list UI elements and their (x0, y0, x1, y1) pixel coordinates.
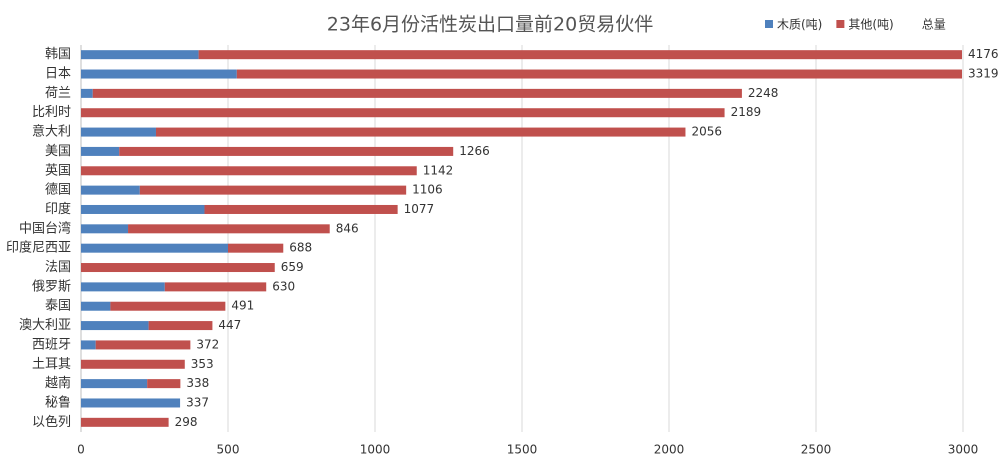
legend-label: 其他(吨) (848, 18, 893, 32)
bar-segment (81, 340, 96, 350)
bar-segment (81, 282, 165, 292)
bar-segment (81, 243, 228, 253)
data-label: 337 (186, 395, 209, 409)
bar-segment (236, 69, 962, 79)
y-tick-label: 美国 (45, 144, 71, 159)
data-label: 688 (289, 241, 312, 255)
data-label: 1266 (459, 144, 490, 158)
bar-segment (81, 301, 111, 311)
x-tick-label: 1500 (507, 443, 538, 457)
bar-segment (81, 108, 725, 118)
y-tick-label: 法国 (45, 260, 71, 275)
data-label: 491 (231, 299, 254, 313)
y-tick-label: 土耳其 (32, 357, 71, 372)
bar-segment (81, 204, 205, 214)
legend-label: 总量 (922, 18, 946, 32)
x-tick-label: 0 (77, 443, 85, 457)
bar-segment (81, 359, 185, 369)
data-label: 4176 (968, 47, 999, 61)
bar-segment (81, 88, 93, 98)
y-tick-label: 印度 (45, 201, 71, 217)
data-label: 338 (186, 376, 209, 390)
data-label: 2189 (731, 105, 762, 119)
data-label: 2248 (748, 86, 779, 100)
bar-segment (81, 166, 417, 176)
x-tick-label: 500 (217, 443, 240, 457)
bar-segment (81, 127, 156, 137)
bar-segment (204, 204, 398, 214)
bar-segment (110, 301, 226, 311)
x-tick-label: 2000 (654, 443, 685, 457)
y-tick-label: 荷兰 (45, 86, 71, 101)
bar-segment (147, 379, 181, 389)
bar-segment (81, 263, 275, 273)
data-label: 3319 (968, 67, 999, 81)
bar-segment (228, 243, 284, 253)
legend-swatch (836, 20, 845, 28)
y-tick-label: 英国 (45, 163, 71, 178)
y-tick-label: 越南 (45, 375, 71, 391)
y-tick-label: 韩国 (45, 47, 71, 62)
bar-segment (92, 88, 742, 98)
data-label: 846 (336, 221, 359, 235)
bar-segment (81, 398, 181, 408)
chart-title: 23年6月份活性炭出口量前20贸易伙伴 (327, 14, 653, 36)
bar-segment (119, 146, 454, 156)
bar-segment (128, 224, 330, 234)
data-label: 298 (175, 415, 198, 429)
y-tick-label: 意大利 (32, 124, 71, 140)
legend-swatch (765, 20, 773, 28)
bar-segment (81, 321, 149, 331)
data-label: 659 (281, 260, 304, 274)
x-tick-label: 2500 (801, 443, 832, 457)
bar-segment (81, 185, 140, 195)
data-label: 1077 (404, 202, 435, 216)
data-label: 2056 (691, 125, 722, 139)
bar-segment (81, 146, 120, 156)
y-tick-label: 比利时 (32, 105, 71, 120)
x-tick-label: 3000 (948, 443, 979, 457)
data-label: 630 (272, 279, 295, 293)
bar-segment (95, 340, 191, 350)
y-tick-label: 俄罗斯 (32, 279, 71, 294)
bar-segment (198, 50, 963, 60)
legend-label: 木质(吨) (777, 18, 822, 32)
y-tick-label: 泰国 (45, 299, 71, 314)
bar-segment (81, 50, 199, 60)
data-label: 353 (191, 357, 214, 371)
y-tick-label: 澳大利亚 (19, 317, 71, 333)
data-label: 1142 (423, 163, 454, 177)
data-label: 447 (218, 318, 241, 332)
bar-segment (148, 321, 213, 331)
data-label: 372 (196, 337, 219, 351)
y-tick-label: 印度尼西亚 (6, 240, 71, 256)
x-tick-label: 1000 (360, 443, 391, 457)
y-tick-label: 德国 (45, 183, 71, 198)
bar-segment (155, 127, 686, 137)
y-tick-label: 日本 (45, 67, 71, 82)
data-label: 1106 (412, 183, 443, 197)
bar-segment (81, 69, 237, 79)
y-tick-label: 秘鲁 (45, 395, 71, 410)
bar-segment (81, 379, 148, 389)
bar-segment (81, 417, 169, 427)
bar-segment (139, 185, 407, 195)
y-tick-label: 以色列 (32, 414, 71, 430)
y-tick-label: 西班牙 (32, 337, 71, 352)
bar-segment (164, 282, 267, 292)
bar-segment (81, 224, 129, 234)
y-tick-label: 中国台湾 (19, 220, 71, 236)
